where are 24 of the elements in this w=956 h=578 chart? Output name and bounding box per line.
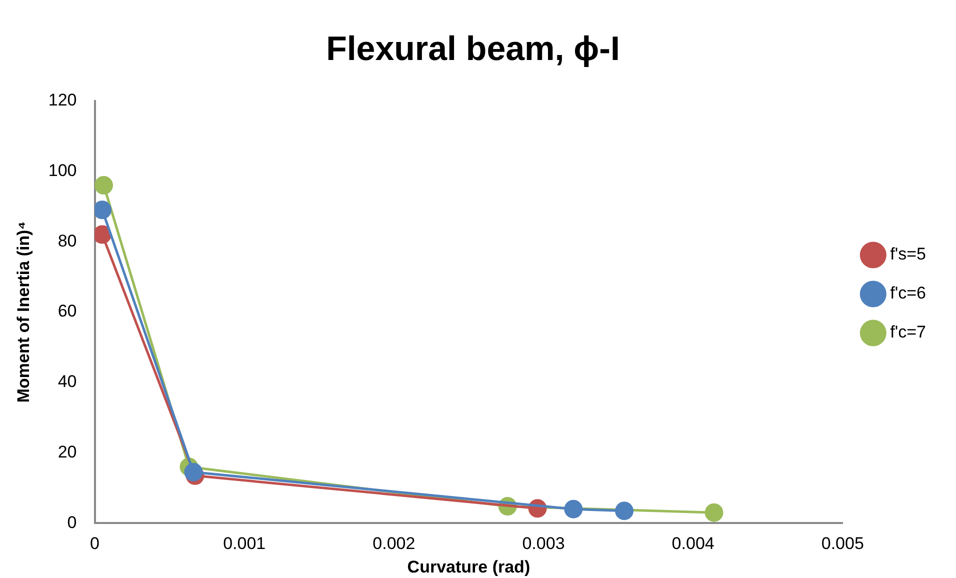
point [184,462,203,482]
x-tick-label: 0.003 [522,534,565,554]
point [94,176,113,195]
x-tick-label: 0.002 [372,534,416,554]
point [615,502,634,520]
y-tick-label: 100 [48,160,77,180]
x-axis-title: Curvature (rad) [407,557,530,576]
x-tick-label: 0.004 [672,534,714,554]
y-tick-label: 40 [58,372,77,392]
point [564,500,583,518]
x-tick-label: 0.005 [821,534,864,554]
legend-label: f'c=6 [890,284,926,303]
legend-label: f's=5 [890,244,926,264]
point [704,503,724,522]
y-tick-label: 120 [48,90,77,110]
y-tick-label: 20 [58,442,77,462]
legend-label: f'c=7 [890,322,926,342]
y-tick-label: 80 [58,231,77,250]
y-tick-label: 0 [67,512,77,532]
x-tick-label: 0 [90,534,100,554]
y-tick-label: 60 [58,302,77,321]
chart-title: Flexural beam, ϕ-I [326,30,620,68]
x-tick-label: 0.001 [223,534,266,554]
y-axis-title: Moment of Inertia (in)⁴ [14,221,33,403]
